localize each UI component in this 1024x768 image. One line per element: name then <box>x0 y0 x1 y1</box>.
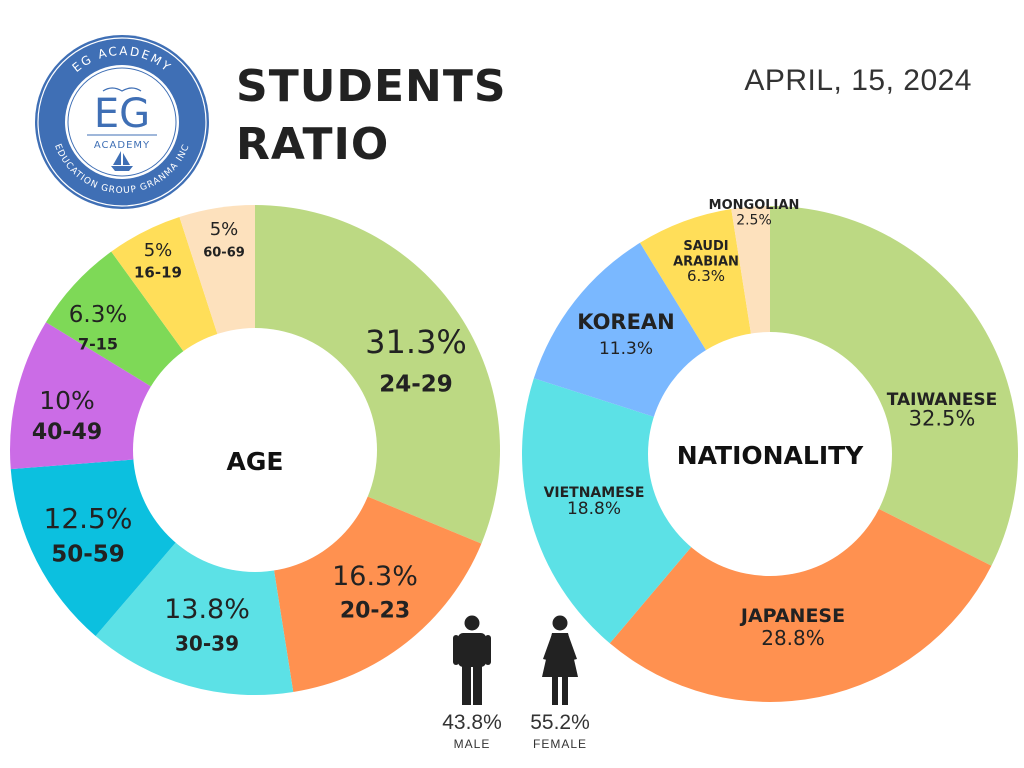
age-center-label: AGE <box>227 447 284 476</box>
nationality-value-saudi-arabian: 6.3% <box>687 267 725 285</box>
nationality-label-vietnamese: VIETNAMESE <box>544 485 645 501</box>
nationality-slice-japanese <box>609 454 992 702</box>
age-value-40-49: 10% <box>39 386 95 415</box>
age-value-50-59: 12.5% <box>44 502 133 535</box>
age-label-60-69: 60-69 <box>203 246 245 261</box>
female-percent: 55.2% <box>530 711 590 734</box>
nationality-value-vietnamese: 18.8% <box>567 499 621 519</box>
age-donut-chart: AGE 31.3% 24-29 16.3% 20-23 13.8% 30-39 12.5% 5… <box>9 205 500 695</box>
male-label: MALE <box>453 737 491 751</box>
age-value-20-23: 16.3% <box>332 561 418 592</box>
ornament-icon <box>102 87 142 92</box>
gender-male: 43.8% MALE <box>432 615 512 751</box>
eg-academy-logo: EG ACADEMY EDUCATION GROUP GRANMA INC EG… <box>35 35 209 209</box>
age-label-24-29: 24-29 <box>379 371 453 397</box>
report-date: APRIL, 15, 2024 <box>744 64 972 97</box>
page-title: STUDENTS RATIO <box>236 58 507 174</box>
logo-subtitle: ACADEMY <box>94 140 150 151</box>
female-label: FEMALE <box>532 737 587 751</box>
nationality-value-korean: 11.3% <box>599 339 653 359</box>
age-label-16-19: 16-19 <box>134 264 182 282</box>
nationality-label-mongolian: MONGOLIAN <box>709 198 800 213</box>
logo-monogram: EG <box>94 91 150 137</box>
age-value-30-39: 13.8% <box>164 594 250 625</box>
age-label-7-15: 7-15 <box>78 335 118 354</box>
nationality-label-saudi-arabian-1: ARABIAN <box>673 255 739 270</box>
female-person-icon <box>542 615 578 705</box>
nationality-label-saudi-arabian-0: SAUDI <box>683 239 728 254</box>
ship-icon <box>111 151 133 171</box>
age-value-60-69: 5% <box>210 219 239 240</box>
age-label-20-23: 20-23 <box>340 598 410 623</box>
age-value-16-19: 5% <box>144 240 173 261</box>
title-line-1: STUDENTS <box>236 61 507 112</box>
age-value-24-29: 31.3% <box>365 323 467 361</box>
age-value-7-15: 6.3% <box>69 302 127 328</box>
nationality-label-japanese: JAPANESE <box>739 605 845 627</box>
nationality-center-label: NATIONALITY <box>677 441 864 470</box>
nationality-label-taiwanese: TAIWANESE <box>887 390 998 410</box>
male-percent: 43.8% <box>442 711 502 734</box>
age-label-30-39: 30-39 <box>175 631 239 655</box>
nationality-value-mongolian: 2.5% <box>736 213 772 229</box>
title-line-2: RATIO <box>236 119 390 170</box>
nationality-value-taiwanese: 32.5% <box>909 406 976 430</box>
age-label-50-59: 50-59 <box>51 542 125 568</box>
male-person-icon <box>453 615 491 705</box>
nationality-value-japanese: 28.8% <box>761 626 825 650</box>
age-labels: 31.3% 24-29 16.3% 20-23 13.8% 30-39 12.5% 50-59… <box>32 219 467 655</box>
age-label-40-49: 40-49 <box>32 420 102 445</box>
gender-female: 55.2% FEMALE <box>520 615 600 751</box>
gender-ratio: 43.8% MALE 55.2% FEMALE <box>430 615 610 765</box>
nationality-label-korean: KOREAN <box>577 310 675 334</box>
